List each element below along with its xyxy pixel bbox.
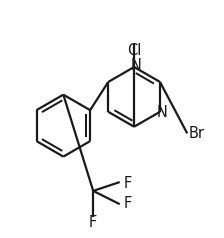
Text: F: F bbox=[124, 196, 132, 211]
Text: N: N bbox=[157, 105, 168, 120]
Text: Br: Br bbox=[188, 126, 204, 141]
Text: N: N bbox=[131, 58, 142, 73]
Text: F: F bbox=[124, 176, 132, 191]
Text: Cl: Cl bbox=[127, 43, 141, 58]
Text: F: F bbox=[89, 215, 97, 230]
